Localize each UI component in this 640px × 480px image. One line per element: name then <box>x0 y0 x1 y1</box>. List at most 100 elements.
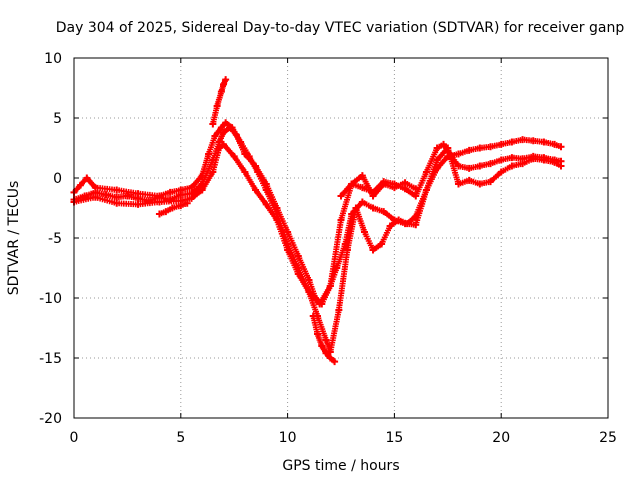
grid-lines <box>74 58 608 418</box>
data-point <box>508 154 516 162</box>
data-point <box>316 300 324 308</box>
data-point <box>254 168 262 176</box>
data-point <box>113 186 121 194</box>
data-point <box>215 144 223 152</box>
data-point <box>487 178 495 186</box>
y-tick-label: -10 <box>39 291 62 307</box>
data-point <box>476 144 484 152</box>
series-track-f <box>337 172 420 200</box>
y-axis-label: SDTVAR / TECUs <box>6 181 22 296</box>
data-point <box>331 358 339 366</box>
data-point <box>245 152 253 160</box>
data-point <box>162 208 170 216</box>
data-point <box>166 188 174 196</box>
data-point <box>335 306 343 314</box>
data-point <box>529 137 537 145</box>
y-tick-label: -20 <box>39 411 62 427</box>
data-point <box>422 168 430 176</box>
data-point <box>337 192 345 200</box>
data-point <box>222 119 230 127</box>
data-point <box>519 136 527 144</box>
data-point <box>401 179 409 187</box>
data-point <box>318 342 326 350</box>
data-point <box>177 202 185 210</box>
data-point <box>508 138 516 146</box>
data-point <box>557 162 565 170</box>
data-point <box>83 174 91 182</box>
data-point <box>380 208 388 216</box>
data-point <box>386 222 394 230</box>
data-point <box>519 160 527 168</box>
data-point <box>102 191 110 199</box>
data-point <box>113 199 121 207</box>
data-point <box>198 186 206 194</box>
data-point <box>134 190 142 198</box>
data-point <box>540 138 548 146</box>
data-point <box>508 162 516 170</box>
data-point <box>217 88 225 96</box>
series-track-a <box>70 124 565 308</box>
data-point <box>215 138 223 146</box>
data-point <box>390 184 398 192</box>
data-point <box>76 181 84 189</box>
data-point <box>476 180 484 188</box>
data-point <box>81 192 89 200</box>
data-point <box>262 186 270 194</box>
series-track-g <box>155 199 191 218</box>
y-tick-label: 5 <box>53 111 62 127</box>
data-point <box>198 172 206 180</box>
data-point <box>497 140 505 148</box>
x-tick-label: 25 <box>599 430 617 446</box>
data-point <box>314 330 322 338</box>
y-tick-label: 10 <box>44 51 62 67</box>
y-tick-label: -5 <box>48 231 62 247</box>
data-point <box>252 186 260 194</box>
data-point <box>294 270 302 278</box>
data-point <box>454 150 462 158</box>
data-point <box>309 312 317 320</box>
data-point <box>155 210 163 218</box>
data-point <box>113 193 121 201</box>
data-point <box>326 282 334 290</box>
data-point <box>228 124 236 132</box>
data-point <box>177 186 185 194</box>
data-point <box>433 156 441 164</box>
data-point <box>220 140 228 148</box>
data-point <box>401 185 409 193</box>
data-point <box>440 140 448 148</box>
data-point <box>497 168 505 176</box>
data-point <box>444 144 452 152</box>
data-point <box>540 156 548 164</box>
data-point <box>358 198 366 206</box>
data-point <box>557 143 565 151</box>
data-point <box>237 138 245 146</box>
data-point <box>183 199 191 207</box>
data-point <box>155 192 163 200</box>
data-point <box>476 162 484 170</box>
data-point <box>123 192 131 200</box>
series-track-b <box>70 119 565 356</box>
series-track-e <box>309 312 339 366</box>
data-point <box>390 216 398 224</box>
data-point <box>305 288 313 296</box>
x-axis-label: GPS time / hours <box>282 458 399 474</box>
data-point <box>217 124 225 132</box>
data-point <box>305 276 313 284</box>
data-point <box>551 140 559 148</box>
data-point <box>465 176 473 184</box>
data-point <box>337 216 345 224</box>
data-point <box>401 220 409 228</box>
data-point <box>348 210 356 218</box>
data-point <box>187 194 195 202</box>
data-point <box>284 246 292 254</box>
data-point <box>454 162 462 170</box>
data-point <box>155 198 163 206</box>
data-point <box>241 168 249 176</box>
data-point <box>91 184 99 192</box>
data-point <box>487 160 495 168</box>
data-point <box>369 246 377 254</box>
x-tick-label: 0 <box>70 430 79 446</box>
data-point <box>222 76 230 84</box>
x-tick-label: 15 <box>385 430 403 446</box>
